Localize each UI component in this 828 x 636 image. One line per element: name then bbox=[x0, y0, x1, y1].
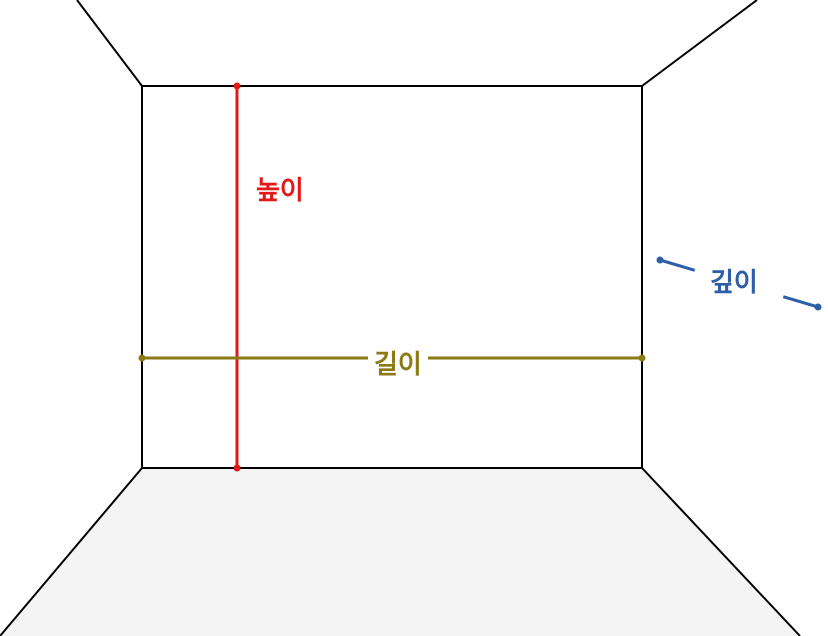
room-back-wall bbox=[142, 86, 642, 468]
depth-line-segment-1 bbox=[660, 260, 695, 270]
depth-line-segment-2 bbox=[783, 297, 818, 307]
depth-dot-end bbox=[815, 304, 822, 311]
depth-label: 깊이 bbox=[704, 260, 764, 301]
room-diagram bbox=[0, 0, 828, 636]
height-dot-top bbox=[234, 83, 241, 90]
room-edge-tr bbox=[642, 0, 757, 86]
length-label: 길이 bbox=[368, 342, 428, 383]
height-label: 높이 bbox=[250, 168, 310, 209]
length-dot-right bbox=[639, 355, 646, 362]
depth-dot-start bbox=[657, 257, 664, 264]
room-edge-tl bbox=[77, 0, 142, 86]
length-dot-left bbox=[139, 355, 146, 362]
height-dot-bottom bbox=[234, 465, 241, 472]
